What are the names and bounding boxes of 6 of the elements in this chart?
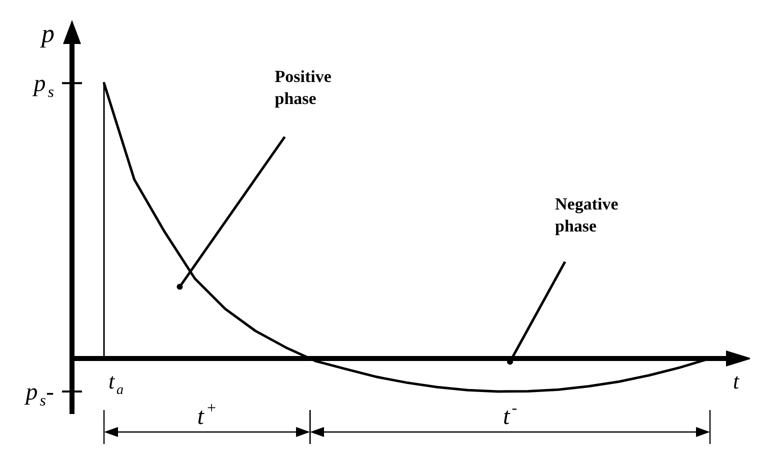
- text: t-: [503, 400, 518, 430]
- annotation: Positive phase: [274, 66, 332, 108]
- y-axis-title: p: [40, 19, 54, 48]
- x-axis-title: t: [732, 368, 740, 394]
- text: t+: [197, 400, 217, 430]
- annotation: Negative phase: [555, 194, 619, 236]
